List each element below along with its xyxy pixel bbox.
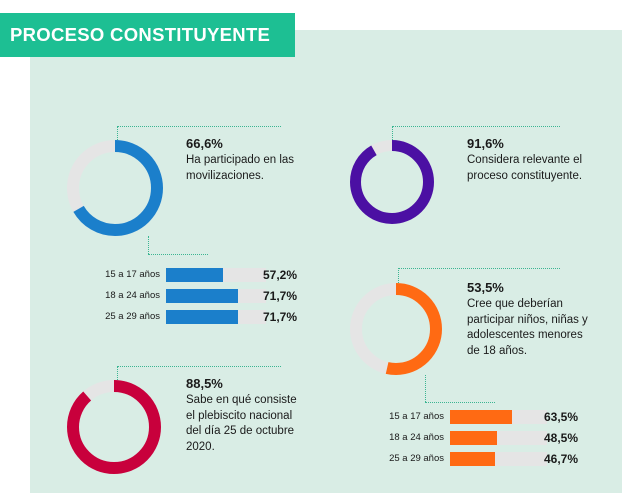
title-banner: PROCESO CONSTITUYENTE [0,13,295,57]
guide-line [392,126,393,140]
bar-value-label: 63,5% [544,410,579,424]
bar-row: 25 a 29 años 71,7% [105,310,297,324]
guide-line [425,402,495,403]
bar-value-label: 57,2% [263,268,298,282]
bar-row: 15 a 17 años 57,2% [105,268,297,282]
donut-movilizaciones [67,140,163,236]
desc-plebiscito: Sabe en qué consiste el plebiscito nacio… [186,394,297,453]
percent-movilizaciones: 66,6% [186,136,223,151]
desc-relevante: Considera relevante el proceso constituy… [467,154,583,182]
guide-line [398,268,399,283]
guide-line [117,366,118,380]
bar-value-label: 71,7% [263,289,298,303]
bar-category-label: 15 a 17 años [105,269,160,280]
bar-row: 18 a 24 años 71,7% [105,289,297,303]
donut-slice [67,140,163,236]
donut-slice [350,140,434,224]
donut-plebiscito [67,380,161,474]
bar [166,310,238,324]
guide-line [117,126,281,127]
guide-line [117,126,118,140]
bar [450,452,496,466]
percent-relevante: 91,6% [467,136,504,151]
bar-value-label: 46,7% [544,452,579,466]
percent-ninos: 53,5% [467,280,504,295]
bar-value-label: 71,7% [263,310,298,324]
bar [450,410,512,424]
desc-ninos: Cree que deberían participar niños, niña… [467,298,588,357]
bar [166,289,238,303]
guide-line [425,375,426,402]
guide-line [392,126,560,127]
donut-slice [350,283,442,375]
bar-category-label: 18 a 24 años [389,432,444,443]
guide-line [148,254,208,255]
guide-line [148,236,149,254]
desc-movilizaciones: Ha participado en las movilizaciones. [186,154,295,182]
bar-category-label: 25 a 29 años [389,453,444,464]
guide-line [117,366,281,367]
banner-title: PROCESO CONSTITUYENTE [10,24,271,45]
bar-category-label: 25 a 29 años [105,311,160,322]
bar-category-label: 18 a 24 años [105,290,160,301]
bar-value-label: 48,5% [544,431,579,445]
percent-plebiscito: 88,5% [186,376,223,391]
donut-slice [67,380,161,474]
bar [166,268,224,282]
donut-relevante [350,140,434,224]
donut-ninos [350,283,442,375]
bar-row: 15 a 17 años 63,5% [389,410,578,424]
bar-row: 18 a 24 años 48,5% [389,431,578,445]
bar [450,431,498,445]
bar-category-label: 15 a 17 años [389,411,444,422]
bar-row: 25 a 29 años 46,7% [389,452,578,466]
guide-line [398,268,560,269]
